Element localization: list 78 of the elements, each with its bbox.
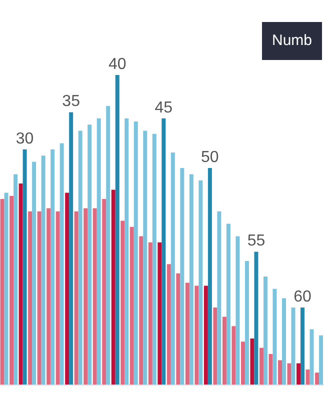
- bar: [106, 106, 110, 385]
- bar: [115, 75, 120, 385]
- bar: [111, 190, 116, 385]
- x-tick-label: 30: [16, 130, 34, 148]
- bar: [32, 162, 36, 385]
- bar: [180, 168, 184, 385]
- bar: [4, 192, 8, 385]
- bar: [37, 211, 42, 385]
- bar: [268, 354, 273, 385]
- bar: [69, 112, 74, 385]
- bar: [134, 122, 138, 385]
- x-tick-label: 50: [201, 149, 219, 166]
- bar: [10, 196, 14, 385]
- bar: [166, 264, 171, 385]
- bar: [250, 338, 254, 385]
- bar: [143, 130, 148, 385]
- bar: [74, 211, 78, 385]
- bar: [152, 134, 156, 385]
- bar: [204, 286, 208, 385]
- bar: [102, 199, 106, 385]
- bar: [162, 118, 166, 385]
- bar: [259, 348, 264, 385]
- bar: [96, 118, 101, 385]
- bar: [296, 363, 301, 385]
- bar: [130, 226, 134, 385]
- bar: [198, 180, 203, 385]
- bar: [18, 184, 23, 385]
- bar: [124, 118, 129, 385]
- bar: [65, 192, 70, 385]
- x-tick-label: 45: [154, 99, 173, 116]
- bar: [282, 298, 286, 385]
- bar: [208, 168, 212, 385]
- bar: [287, 363, 292, 385]
- bar: [185, 282, 190, 385]
- x-tick-label: 40: [108, 56, 126, 73]
- text: Numb: [262, 22, 322, 60]
- bar: [291, 308, 296, 385]
- bar: [315, 372, 320, 385]
- bar: [278, 360, 282, 385]
- bar: [78, 130, 82, 385]
- bar: [240, 342, 245, 385]
- bar: [194, 286, 199, 385]
- bar: [217, 211, 222, 385]
- bar: [56, 211, 60, 385]
- bar: [236, 236, 240, 385]
- bar: [158, 242, 162, 385]
- bar: [148, 242, 152, 385]
- bar: [41, 156, 46, 385]
- bar: [170, 152, 175, 385]
- bar: [310, 329, 314, 385]
- bar: [176, 273, 180, 385]
- bar: [92, 208, 97, 385]
- x-tick-label: 35: [62, 93, 80, 110]
- bar: [272, 288, 277, 385]
- bar: [46, 208, 51, 385]
- bar: [14, 174, 18, 385]
- bar: [319, 335, 324, 385]
- bar: [22, 149, 27, 385]
- x-tick-label: 55: [247, 232, 266, 250]
- bar: [84, 208, 88, 385]
- bar: [213, 308, 218, 385]
- bar: [244, 261, 249, 385]
- bar: [263, 276, 268, 385]
- bar: [0, 199, 4, 385]
- bar: [306, 370, 310, 385]
- bar: [222, 316, 226, 385]
- bar: [226, 224, 230, 385]
- bar: [139, 236, 144, 385]
- bar: [232, 326, 236, 385]
- bar: [189, 174, 194, 385]
- bar: [28, 211, 32, 385]
- bar: [60, 143, 64, 385]
- bar: [50, 149, 55, 385]
- bar: [254, 252, 258, 385]
- bar: [88, 124, 92, 385]
- bar: [120, 220, 125, 385]
- bar: [300, 308, 305, 385]
- x-tick-label: 60: [294, 288, 312, 306]
